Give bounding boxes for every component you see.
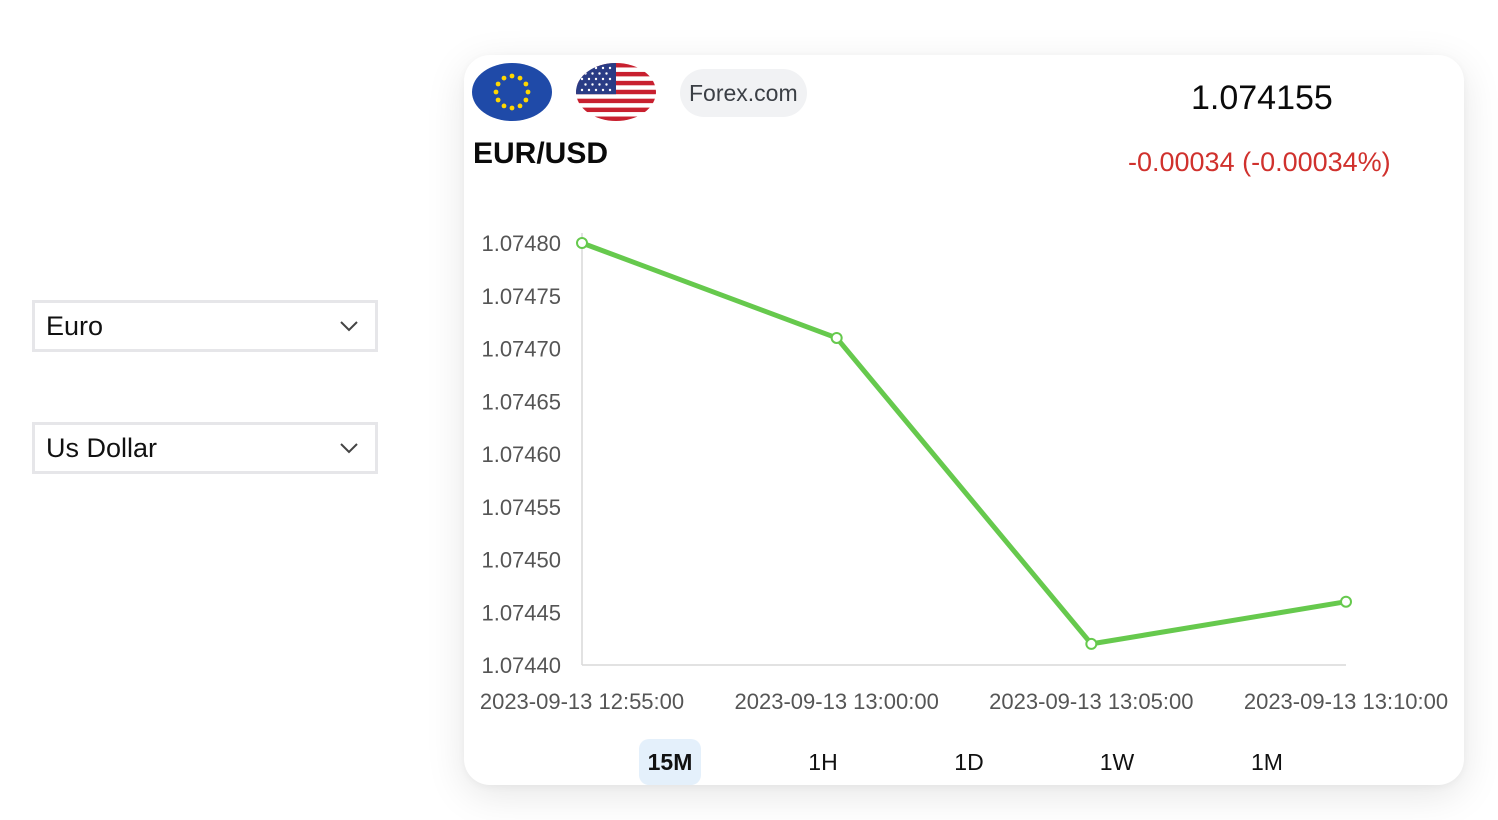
data-point[interactable] [1085,637,1098,650]
x-tick-label: 2023-09-13 13:00:00 [735,689,939,714]
y-tick-label: 1.07475 [481,284,561,309]
y-tick-label: 1.07470 [481,337,561,362]
eu-flag-icon [472,63,552,121]
us-flag-icon [576,63,656,121]
tab-1w[interactable]: 1W [1099,748,1135,775]
data-point[interactable] [830,331,843,344]
price-line-chart: 1.07480 1.07475 1.07470 1.07465 1.07460 1.074… [480,231,1448,714]
chevron-down-icon [337,436,361,460]
to-currency-value: Us Dollar [46,432,158,463]
data-point[interactable] [576,237,588,249]
y-tick-label: 1.07465 [481,389,561,414]
tab-15m[interactable]: 15M [639,739,701,785]
forex-widget-card: Forex.com EUR/USD 1.074155 -0.00034 (-0.… [464,55,1464,785]
from-currency-value: Euro [46,310,104,341]
tab-1d[interactable]: 1D [954,748,984,775]
data-point[interactable] [1340,595,1352,608]
y-tick-label: 1.07460 [481,442,561,467]
x-tick-label: 2023-09-13 13:10:00 [1244,689,1448,714]
y-tick-label: 1.07445 [481,600,561,625]
chevron-down-icon [337,314,361,338]
from-currency-select[interactable]: Euro [32,300,378,352]
tab-1m[interactable]: 1M [1251,748,1283,775]
y-tick-label: 1.07480 [481,231,561,256]
current-price: 1.074155 [1191,79,1333,117]
source-badge[interactable]: Forex.com [680,69,807,117]
price-series-line [579,240,1349,647]
x-tick-label: 2023-09-13 13:05:00 [989,689,1193,714]
tab-1h[interactable]: 1H [808,748,838,775]
y-tick-label: 1.07440 [481,653,561,678]
x-tick-label: 2023-09-13 12:55:00 [480,689,684,714]
y-tick-label: 1.07450 [481,548,561,573]
to-currency-select[interactable]: Us Dollar [32,422,378,474]
timeframe-tabs: 15M 1H 1D 1W 1M [464,739,1464,785]
y-tick-label: 1.07455 [481,495,561,520]
price-change: -0.00034 (-0.00034%) [1128,147,1391,177]
pair-title: EUR/USD [473,137,609,170]
